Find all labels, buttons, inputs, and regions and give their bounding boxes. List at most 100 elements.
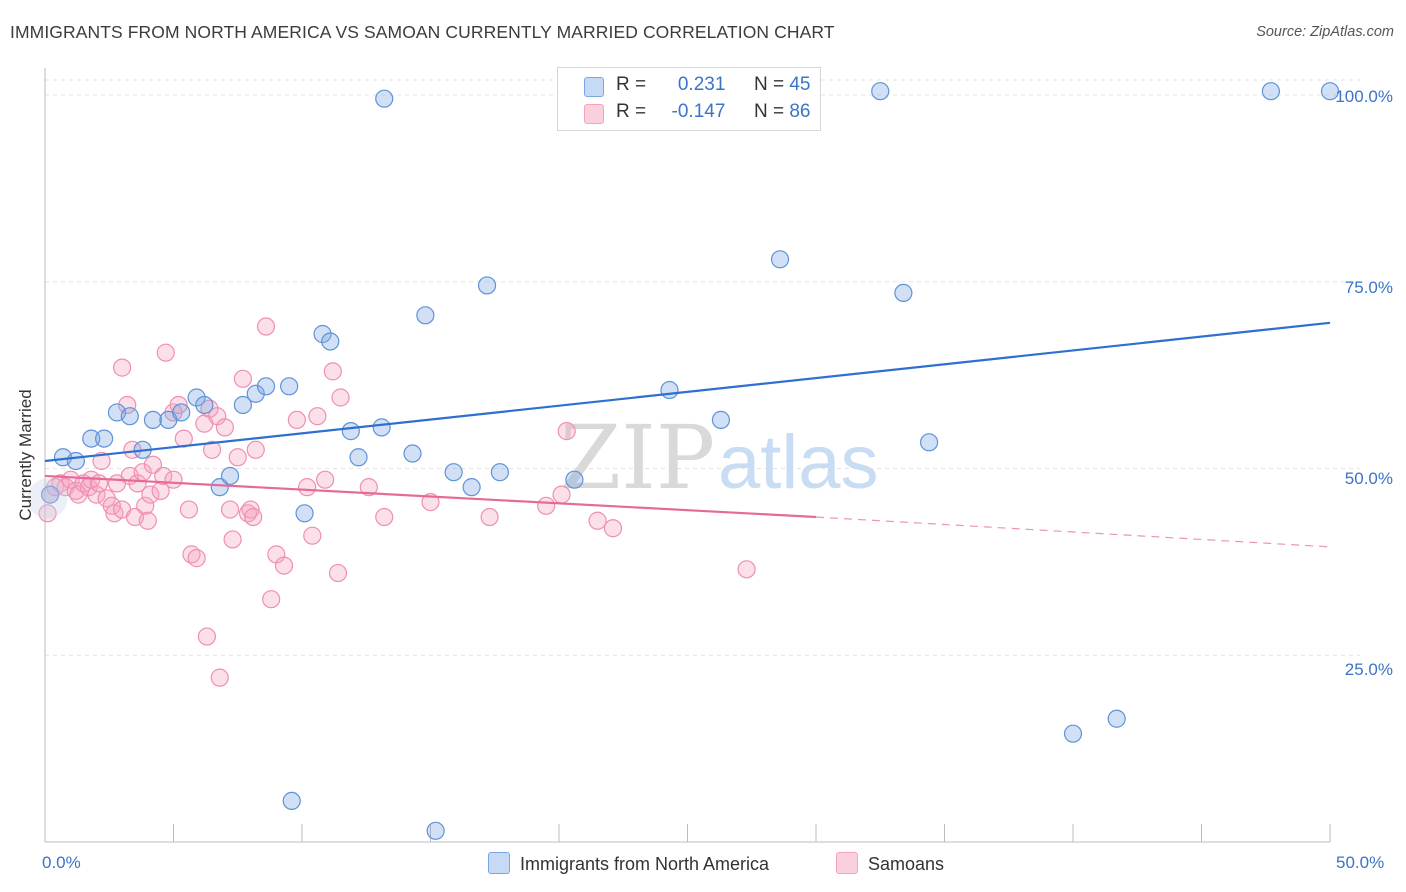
samoans-point xyxy=(128,474,147,493)
north-america-point xyxy=(919,433,939,452)
watermark-zip: ZIP xyxy=(560,406,715,509)
samoans-point xyxy=(69,485,88,504)
samoans-point xyxy=(87,485,106,504)
north-america-point xyxy=(477,276,497,295)
north-america-point xyxy=(210,478,229,497)
north-america-point xyxy=(871,82,890,101)
samoans-point xyxy=(179,500,199,519)
samoans-point xyxy=(287,410,306,430)
trend-lines xyxy=(44,321,1331,548)
north-america-point xyxy=(295,504,314,523)
north-america-point xyxy=(313,324,332,344)
samoans-point xyxy=(308,407,327,426)
north-america-point xyxy=(143,410,163,430)
series-legend-north-america: Immigrants from North America xyxy=(488,852,769,875)
north-america-point xyxy=(770,250,790,269)
y-tick-label-100: 100.0% xyxy=(1335,87,1393,106)
north-america-point-cluster xyxy=(27,478,68,519)
chart-title: IMMIGRANTS FROM NORTH AMERICA VS SAMOAN … xyxy=(10,22,835,42)
samoans-point xyxy=(210,668,229,687)
north-america-point xyxy=(416,306,435,325)
samoans-trend-extension xyxy=(815,516,1331,548)
north-america-point xyxy=(565,470,584,489)
y-axis-label: Currently Married xyxy=(16,389,35,521)
north-america-point xyxy=(375,89,394,108)
samoans-point xyxy=(92,451,111,471)
legend-swatch-blue xyxy=(584,77,604,97)
x-tick-label-min: 0.0% xyxy=(42,853,81,872)
samoans-point xyxy=(323,362,342,381)
samoans-point xyxy=(169,395,188,415)
samoans-point xyxy=(223,530,242,549)
samoans-point xyxy=(141,485,160,504)
north-america-point xyxy=(120,407,139,426)
samoans-point xyxy=(244,507,263,527)
north-america-point xyxy=(1261,82,1280,101)
samoans-point xyxy=(375,507,394,527)
samoans-point xyxy=(256,317,276,336)
north-america-trend-line xyxy=(44,321,1331,463)
north-america-point xyxy=(462,478,481,497)
north-america-point xyxy=(349,448,368,467)
samoans-point xyxy=(359,478,378,497)
samoans-point xyxy=(316,470,335,489)
series-name: Samoans xyxy=(868,854,945,874)
north-america-point xyxy=(444,463,463,482)
series-name: Immigrants from North America xyxy=(520,854,770,874)
north-america-point xyxy=(403,444,422,463)
y-tick-label-50: 50.0% xyxy=(1344,469,1393,488)
watermark-atlas: atlas xyxy=(718,420,879,505)
north-america-point xyxy=(66,451,85,471)
samoans-point xyxy=(262,590,281,609)
legend-n-label: N = xyxy=(753,74,785,95)
north-america-point xyxy=(372,418,391,437)
gridlines xyxy=(45,79,1360,656)
samoans-points xyxy=(38,317,756,687)
north-america-point xyxy=(660,380,679,400)
samoans-point xyxy=(143,455,163,474)
north-america-point xyxy=(280,377,299,396)
north-america-point xyxy=(41,485,60,504)
samoans-point xyxy=(557,422,576,441)
north-america-point xyxy=(1063,724,1083,743)
samoans-point xyxy=(246,440,265,459)
north-america-point xyxy=(894,283,913,303)
north-america-point xyxy=(195,395,214,415)
samoans-point xyxy=(187,549,206,568)
x-tick-label-max: 50.0% xyxy=(1336,853,1385,872)
samoans-point xyxy=(480,507,499,527)
samoans-trend-line xyxy=(44,474,817,519)
samoans-point xyxy=(112,358,132,377)
legend-r-label: R = xyxy=(616,74,647,95)
north-america-point xyxy=(172,403,191,422)
samoans-point xyxy=(164,470,183,489)
samoans-point xyxy=(38,504,57,523)
samoans-point xyxy=(202,440,222,459)
samoans-point xyxy=(331,388,350,407)
samoans-point xyxy=(228,448,247,467)
samoans-point xyxy=(241,500,260,519)
north-america-point xyxy=(1320,82,1340,101)
samoans-point xyxy=(197,627,217,646)
legend-r-label: R = xyxy=(616,101,647,122)
legend-r-value: 0.231 xyxy=(677,74,726,95)
north-america-point xyxy=(233,395,252,415)
samoans-point xyxy=(233,369,252,388)
legend-swatch-blue xyxy=(488,852,510,874)
legend-swatch-pink xyxy=(836,852,858,874)
samoans-point xyxy=(156,343,175,362)
north-america-point xyxy=(187,388,206,407)
north-america-point xyxy=(711,410,731,430)
samoans-point xyxy=(136,496,155,515)
samoans-point xyxy=(274,556,294,575)
north-america-point xyxy=(82,429,101,448)
legend-swatch-pink xyxy=(584,104,604,124)
watermark: ZIP atlas xyxy=(560,406,879,509)
north-america-point xyxy=(246,384,265,403)
samoans-point xyxy=(215,418,234,437)
north-america-point xyxy=(1107,709,1126,728)
series-legend-samoans: Samoans xyxy=(836,852,944,875)
legend-n-value: 45 xyxy=(789,74,811,95)
stats-legend: R = 0.231 N = 45 R = -0.147 N = 86 xyxy=(557,67,821,131)
